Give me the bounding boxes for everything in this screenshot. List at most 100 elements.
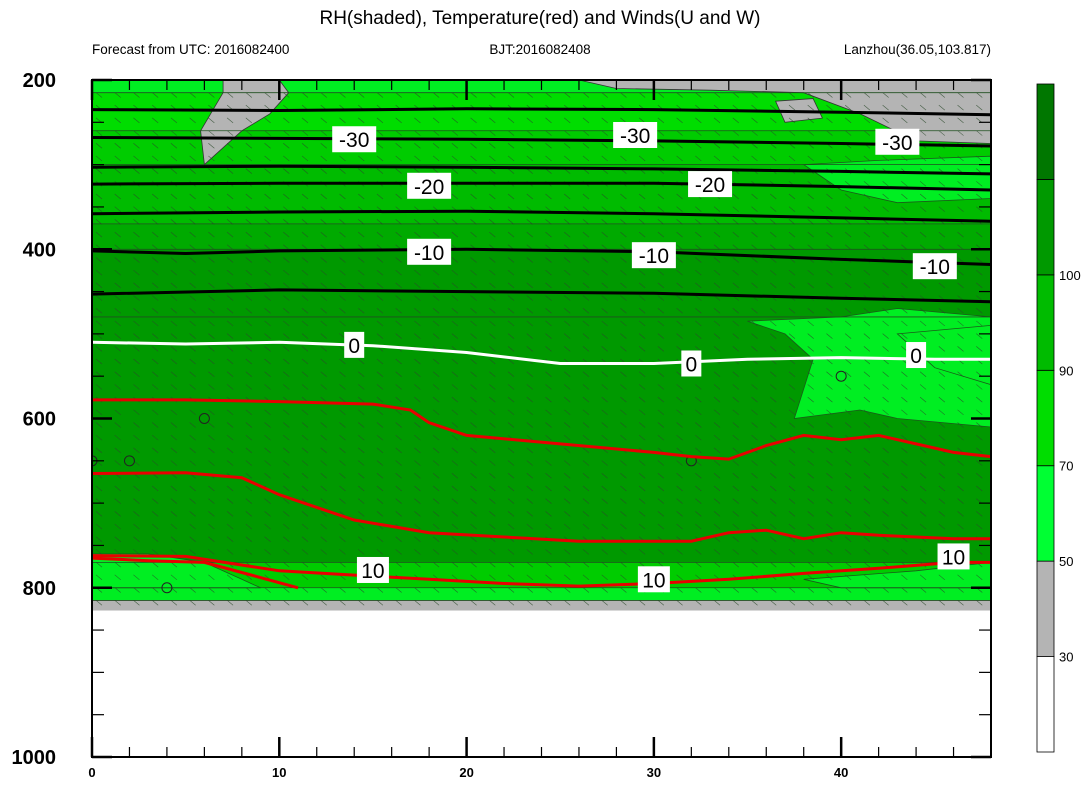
wind-barb bbox=[601, 231, 608, 238]
wind-barb bbox=[620, 574, 627, 581]
wind-barb bbox=[976, 193, 983, 200]
wind-barb bbox=[919, 181, 927, 187]
contour-label: 0 bbox=[348, 335, 360, 358]
wind-barb bbox=[283, 155, 290, 162]
wind-barb bbox=[788, 371, 796, 377]
wind-barb bbox=[189, 168, 196, 174]
wind-barb bbox=[170, 574, 178, 581]
wind-barb bbox=[208, 333, 215, 339]
wind-barb bbox=[995, 473, 1001, 478]
wind-barb bbox=[732, 561, 739, 568]
wind-barb bbox=[751, 219, 758, 225]
wind-barb bbox=[451, 447, 459, 454]
wind-barb bbox=[226, 523, 234, 530]
wind-barb bbox=[376, 155, 384, 162]
wind-barb bbox=[451, 320, 459, 327]
wind-barb bbox=[189, 117, 196, 124]
wind-barb bbox=[301, 447, 309, 454]
wind-barb bbox=[770, 396, 777, 403]
wind-barb bbox=[170, 231, 178, 238]
wind-barb bbox=[170, 269, 178, 276]
wind-barb bbox=[245, 485, 253, 492]
wind-barb bbox=[564, 155, 571, 162]
wind-barb bbox=[582, 92, 590, 98]
wind-barb bbox=[470, 308, 477, 314]
wind-barb bbox=[545, 422, 552, 428]
wind-barb bbox=[545, 92, 552, 98]
wind-barb bbox=[695, 549, 702, 555]
wind-barb bbox=[676, 384, 683, 390]
calm-wind-circle bbox=[123, 455, 135, 467]
wind-barb bbox=[564, 599, 571, 606]
wind-barb bbox=[245, 409, 253, 416]
wind-barb bbox=[882, 511, 889, 517]
wind-barb bbox=[751, 409, 758, 416]
wind-barb bbox=[751, 244, 758, 251]
wind-barb bbox=[751, 523, 758, 530]
wind-barb bbox=[732, 498, 739, 504]
wind-barb bbox=[170, 523, 178, 530]
wind-barb bbox=[695, 498, 702, 504]
wind-barb bbox=[676, 422, 683, 428]
wind-barb bbox=[638, 193, 646, 200]
wind-barb bbox=[601, 206, 608, 212]
wind-barb bbox=[245, 308, 253, 314]
wind-barb bbox=[976, 231, 983, 238]
wind-barb bbox=[882, 346, 889, 352]
wind-barb bbox=[507, 117, 515, 124]
wind-barb bbox=[170, 434, 178, 441]
wind-barb bbox=[133, 206, 140, 212]
wind-barb bbox=[882, 282, 889, 289]
wind-barb bbox=[170, 549, 178, 555]
wind-barb bbox=[451, 511, 459, 517]
wind-barb bbox=[208, 358, 215, 365]
wind-barb bbox=[938, 346, 946, 352]
wind-barb bbox=[358, 447, 365, 454]
wind-barb bbox=[713, 396, 721, 403]
x-tick-label: 10 bbox=[272, 765, 286, 780]
wind-barb bbox=[770, 206, 777, 212]
wind-barb bbox=[451, 422, 459, 428]
wind-barb bbox=[863, 396, 871, 403]
wind-barb bbox=[657, 308, 665, 314]
wind-barb bbox=[114, 206, 121, 212]
wind-barb bbox=[376, 460, 384, 466]
wind-barb bbox=[901, 206, 908, 212]
wind-barb bbox=[844, 333, 852, 339]
wind-barb bbox=[320, 333, 327, 339]
wind-barb bbox=[807, 549, 814, 555]
wind-barb bbox=[601, 561, 608, 568]
wind-barb bbox=[376, 295, 384, 301]
wind-barb bbox=[526, 409, 533, 416]
wind-barb bbox=[264, 422, 271, 428]
wind-barb bbox=[226, 295, 234, 301]
wind-barb bbox=[564, 447, 571, 454]
wind-barb bbox=[919, 104, 927, 111]
wind-barb bbox=[620, 257, 627, 263]
wind-barb bbox=[695, 561, 702, 568]
wind-barb bbox=[788, 320, 796, 327]
wind-barb bbox=[901, 422, 908, 428]
wind-barb bbox=[95, 384, 103, 390]
wind-barb bbox=[620, 346, 627, 352]
wind-barb bbox=[339, 320, 346, 327]
wind-barb bbox=[844, 193, 852, 200]
wind-barb bbox=[114, 269, 121, 276]
wind-barb bbox=[770, 447, 777, 454]
wind-barb bbox=[470, 587, 477, 593]
wind-barb bbox=[339, 231, 346, 238]
wind-barb bbox=[695, 447, 702, 454]
wind-barb bbox=[976, 511, 983, 517]
rh-band-4 bbox=[92, 223, 991, 250]
wind-barb bbox=[526, 308, 533, 314]
wind-barb bbox=[283, 320, 290, 327]
wind-barb bbox=[320, 422, 327, 428]
wind-barb bbox=[882, 92, 889, 98]
wind-barb bbox=[938, 333, 946, 339]
contour-label: -20 bbox=[414, 176, 444, 199]
wind-barb bbox=[470, 422, 477, 428]
wind-barb bbox=[114, 599, 121, 606]
wind-barb bbox=[826, 511, 833, 517]
wind-barb bbox=[564, 333, 571, 339]
wind-barb bbox=[470, 219, 477, 225]
